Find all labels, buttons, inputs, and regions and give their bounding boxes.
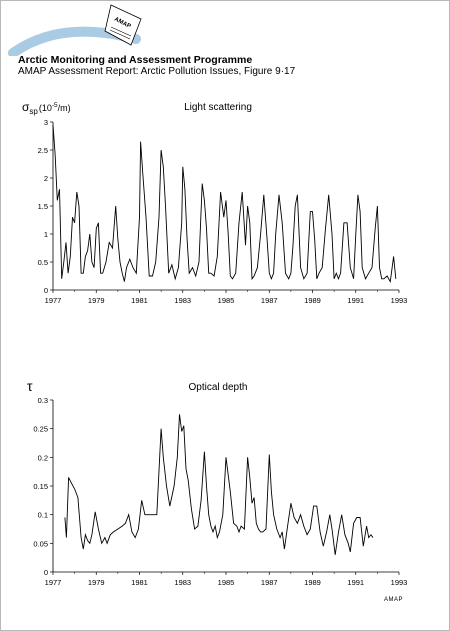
y-tick-label: 0	[44, 568, 48, 577]
ylabel-subscript: sp	[29, 107, 38, 116]
x-tick-label: 1991	[347, 578, 364, 587]
x-tick-label: 1989	[304, 296, 321, 305]
figure-header-title: Arctic Monitoring and Assessment Program…	[18, 54, 253, 66]
y-tick-label: 1.5	[38, 202, 48, 211]
series-line	[64, 414, 374, 555]
x-tick-label: 1979	[88, 296, 105, 305]
logo-badge-shape	[104, 4, 142, 46]
x-tick-label: 1987	[261, 578, 278, 587]
x-tick-label: 1983	[174, 296, 191, 305]
y-tick-label: 2	[44, 174, 48, 183]
y-tick-label: 0.05	[33, 539, 48, 548]
y-tick-label: 0.2	[38, 453, 48, 462]
y-tick-label: 0.15	[33, 482, 48, 491]
y-tick-label: 1	[44, 230, 48, 239]
x-tick-label: 1977	[45, 296, 62, 305]
x-tick-label: 1989	[304, 578, 321, 587]
ylabel-unit-close: /m)	[58, 103, 71, 113]
light-scattering-chart: σsp(10-5/m) Light scattering 0 0.5 1 1.5 2 2.…	[22, 100, 408, 305]
chart2-title: Optical depth	[189, 382, 248, 393]
x-tick-label: 1981	[131, 578, 148, 587]
y-tick-label: 2.5	[38, 146, 48, 155]
optical-depth-chart: τ Optical depth 0 0.05 0.1 0.15 0.2 0.25 0.3 19…	[27, 378, 408, 587]
footer-credit: AMAP	[384, 597, 404, 603]
y-tick-label: 0.1	[38, 511, 48, 520]
chart1-ylabel: σsp(10-5/m)	[22, 100, 71, 116]
logo-badge: AMAP	[104, 4, 142, 46]
x-tick-label: 1993	[391, 578, 408, 587]
ylabel-symbol: σ	[22, 100, 30, 114]
x-tick-label: 1977	[45, 578, 62, 587]
ylabel-unit-exp: -5	[52, 102, 58, 109]
y-tick-label: 0.5	[38, 258, 48, 267]
chart1-title: Light scattering	[184, 102, 252, 113]
x-tick-label: 1979	[88, 578, 105, 587]
x-tick-label: 1985	[218, 296, 235, 305]
y-tick-label: 0.3	[38, 396, 48, 405]
amap-logo: AMAP	[8, 4, 142, 56]
chart2-ylabel: τ	[27, 378, 33, 394]
x-tick-label: 1987	[261, 296, 278, 305]
y-tick-label: 0.25	[33, 425, 48, 434]
logo-badge-line	[109, 29, 131, 40]
svg-text:σsp(10-5/m): σsp(10-5/m)	[22, 100, 71, 116]
x-tick-label: 1981	[131, 296, 148, 305]
series-line	[52, 124, 397, 283]
x-tick-label: 1991	[347, 296, 364, 305]
x-tick-label: 1985	[218, 578, 235, 587]
y-tick-label: 0	[44, 286, 48, 295]
x-tick-label: 1993	[391, 296, 408, 305]
logo-badge-line	[110, 26, 132, 37]
y-tick-label: 3	[44, 118, 48, 127]
x-tick-label: 1983	[174, 578, 191, 587]
ylabel-unit-open: (10	[39, 103, 52, 113]
figure-header-subtitle: AMAP Assessment Report: Arctic Pollution…	[18, 66, 296, 77]
